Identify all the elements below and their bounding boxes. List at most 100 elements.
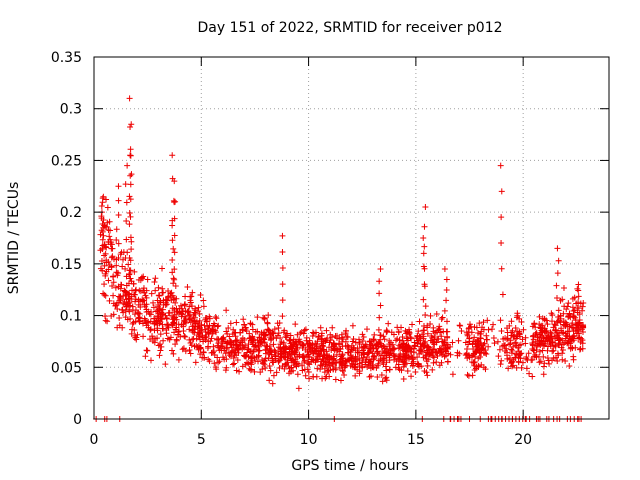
data-point bbox=[206, 322, 213, 329]
data-point bbox=[157, 341, 164, 348]
data-point bbox=[377, 332, 384, 339]
data-point bbox=[127, 275, 134, 282]
data-point bbox=[576, 346, 583, 353]
data-point bbox=[252, 328, 259, 335]
data-point bbox=[497, 361, 504, 368]
data-point bbox=[383, 359, 390, 366]
data-point bbox=[136, 318, 143, 325]
data-point bbox=[221, 347, 228, 354]
data-point bbox=[424, 330, 431, 337]
data-point bbox=[215, 340, 222, 347]
data-point bbox=[155, 301, 162, 308]
data-point bbox=[406, 329, 413, 336]
data-point bbox=[579, 303, 586, 310]
data-point bbox=[200, 303, 207, 310]
data-point bbox=[187, 299, 194, 306]
data-point bbox=[395, 355, 402, 362]
data-point bbox=[529, 333, 536, 340]
data-point bbox=[185, 307, 192, 314]
data-point bbox=[310, 373, 317, 380]
data-point bbox=[113, 262, 120, 269]
data-point bbox=[512, 325, 519, 332]
data-point bbox=[575, 287, 582, 294]
data-point bbox=[295, 385, 302, 392]
data-point bbox=[420, 333, 427, 340]
data-point bbox=[289, 343, 296, 350]
data-point bbox=[338, 331, 345, 338]
data-point bbox=[313, 348, 320, 355]
data-point bbox=[532, 338, 539, 345]
data-point bbox=[353, 357, 360, 364]
data-point bbox=[425, 356, 432, 363]
data-point bbox=[466, 321, 473, 328]
data-point bbox=[118, 282, 125, 289]
data-point bbox=[226, 352, 233, 359]
data-point bbox=[479, 345, 486, 352]
data-point bbox=[414, 361, 421, 368]
data-point bbox=[296, 336, 303, 343]
data-point bbox=[283, 360, 290, 367]
data-point bbox=[420, 322, 427, 329]
data-point bbox=[126, 221, 133, 228]
data-point bbox=[384, 328, 391, 335]
data-point bbox=[264, 319, 271, 326]
data-point bbox=[143, 319, 150, 326]
data-point bbox=[346, 357, 353, 364]
data-point bbox=[536, 348, 543, 355]
data-point bbox=[165, 321, 172, 328]
data-point bbox=[422, 353, 429, 360]
data-point bbox=[443, 286, 450, 293]
data-point bbox=[516, 342, 523, 349]
data-point bbox=[233, 341, 240, 348]
data-point bbox=[269, 380, 276, 387]
data-point bbox=[514, 312, 521, 319]
data-point bbox=[159, 311, 166, 318]
data-point bbox=[198, 321, 205, 328]
data-point bbox=[299, 342, 306, 349]
data-point bbox=[233, 342, 240, 349]
data-point bbox=[256, 347, 263, 354]
data-point bbox=[405, 353, 412, 360]
data-point bbox=[152, 287, 159, 294]
data-point bbox=[204, 344, 211, 351]
data-point bbox=[317, 344, 324, 351]
data-point bbox=[441, 266, 448, 273]
data-point bbox=[326, 373, 333, 380]
data-point bbox=[579, 307, 586, 314]
data-point bbox=[99, 236, 106, 243]
data-point bbox=[189, 289, 196, 296]
data-point bbox=[430, 324, 437, 331]
data-point bbox=[255, 342, 262, 349]
data-point bbox=[508, 332, 515, 339]
data-point bbox=[99, 242, 106, 249]
data-point bbox=[172, 326, 179, 333]
data-point bbox=[558, 344, 565, 351]
data-point bbox=[305, 353, 312, 360]
data-point bbox=[248, 355, 255, 362]
data-point bbox=[385, 320, 392, 327]
data-point bbox=[404, 368, 411, 375]
data-point bbox=[478, 361, 485, 368]
data-point bbox=[100, 217, 107, 224]
data-point bbox=[551, 333, 558, 340]
data-point bbox=[323, 327, 330, 334]
data-point bbox=[549, 348, 556, 355]
data-point bbox=[470, 346, 477, 353]
data-point bbox=[480, 349, 487, 356]
data-point bbox=[154, 314, 161, 321]
data-point bbox=[169, 316, 176, 323]
data-point bbox=[457, 322, 464, 329]
data-point bbox=[512, 339, 519, 346]
data-point bbox=[555, 352, 562, 359]
data-point bbox=[508, 329, 515, 336]
data-point bbox=[438, 359, 445, 366]
data-point bbox=[306, 375, 313, 382]
data-point bbox=[189, 317, 196, 324]
data-point bbox=[406, 344, 413, 351]
data-point bbox=[155, 284, 162, 291]
data-point bbox=[286, 336, 293, 343]
grid-lines bbox=[94, 57, 609, 419]
data-point bbox=[441, 339, 448, 346]
data-point bbox=[364, 364, 371, 371]
data-point bbox=[274, 320, 281, 327]
